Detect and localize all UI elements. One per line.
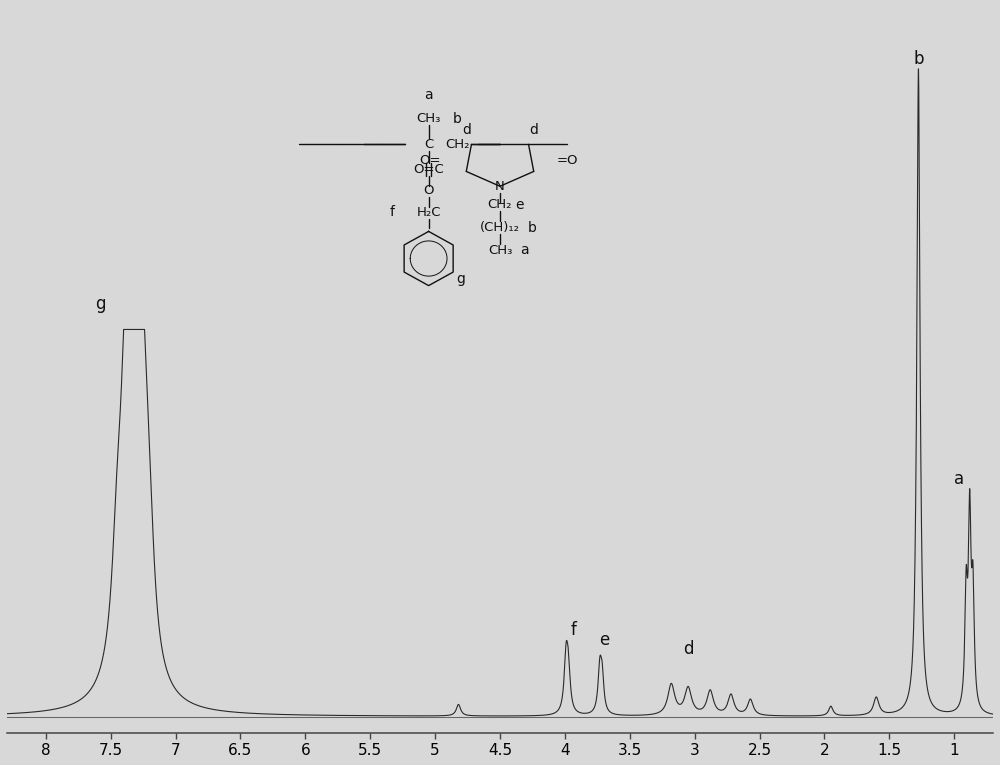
Text: N: N (495, 180, 505, 193)
Text: d: d (529, 122, 538, 136)
Text: (CH)₁₂: (CH)₁₂ (480, 221, 520, 234)
Text: e: e (515, 198, 523, 212)
Text: CH₂: CH₂ (488, 198, 512, 211)
Text: b: b (453, 112, 462, 125)
Text: O: O (423, 184, 434, 197)
Text: d: d (683, 640, 693, 659)
Text: d: d (462, 122, 471, 136)
Text: CH₂: CH₂ (445, 138, 469, 151)
Text: O=: O= (419, 154, 440, 167)
Text: f: f (390, 205, 395, 219)
Text: =O: =O (557, 154, 579, 167)
Text: O=C: O=C (413, 163, 444, 176)
Text: b: b (913, 50, 924, 68)
Text: e: e (599, 631, 609, 649)
Text: a: a (520, 243, 529, 257)
Text: CH₃: CH₃ (488, 243, 512, 256)
Text: CH₃: CH₃ (416, 112, 441, 125)
Text: g: g (456, 272, 465, 286)
Text: g: g (95, 295, 106, 314)
Text: a: a (424, 88, 433, 103)
Text: C: C (424, 138, 433, 151)
Text: b: b (527, 220, 536, 235)
Text: a: a (954, 470, 964, 487)
Text: H₂C: H₂C (416, 206, 441, 219)
Text: f: f (571, 621, 577, 639)
